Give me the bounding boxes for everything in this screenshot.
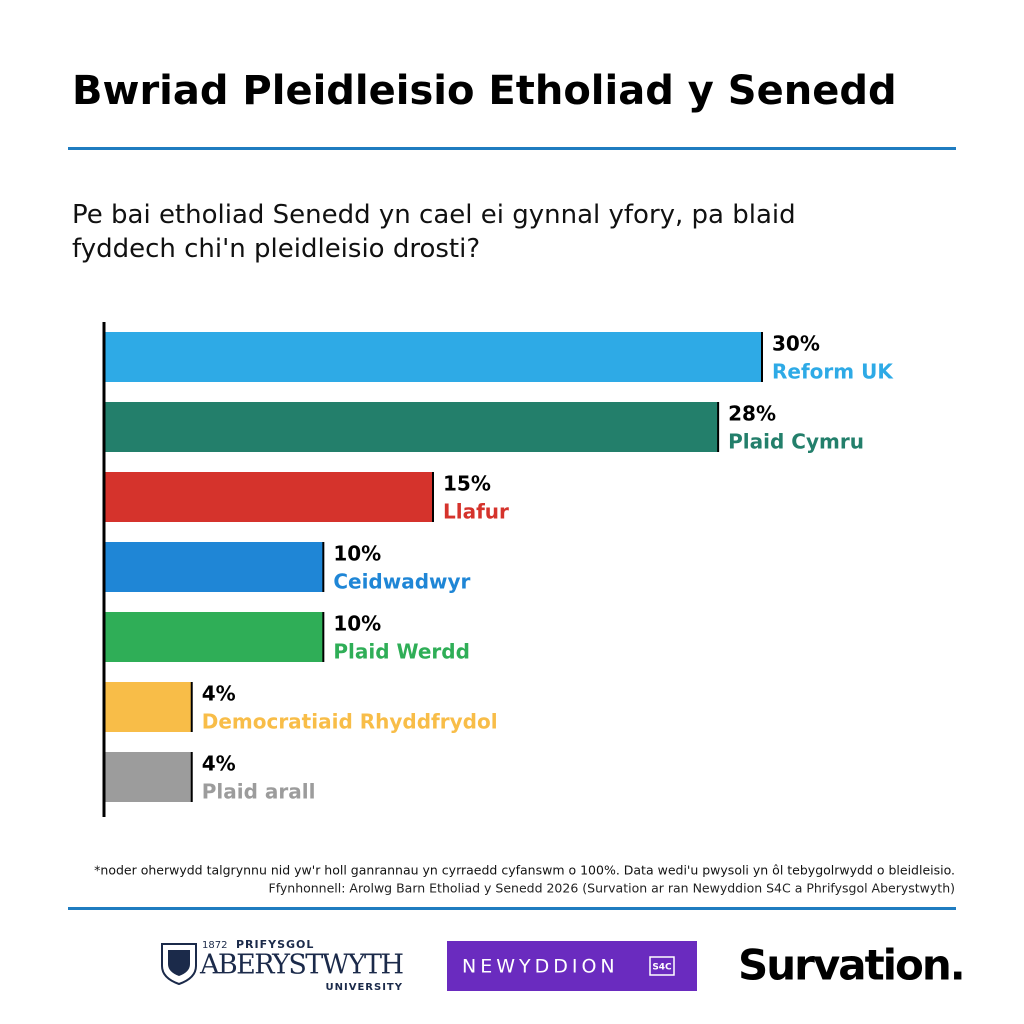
bar (105, 332, 762, 382)
value-label: 10% (333, 612, 381, 636)
bar (105, 612, 324, 662)
newyddion-logo: NEWYDDION S4C (447, 941, 697, 991)
value-label: 4% (202, 752, 236, 776)
category-label: Plaid arall (202, 780, 316, 804)
category-label: Llafur (443, 500, 509, 524)
aberystwyth-logo: 1872 PRIFYSGOL ABERYSTWYTH UNIVERSITY (161, 938, 404, 993)
category-label: Reform UK (772, 360, 894, 384)
chart-subtitle: Pe bai etholiad Senedd yn cael ei gynnal… (72, 200, 796, 264)
logo-box (649, 956, 675, 976)
value-label: 10% (333, 542, 381, 566)
category-label: Plaid Werdd (333, 640, 470, 664)
logo-box (447, 941, 697, 991)
logo-text: 1872 (202, 940, 227, 951)
bar (105, 472, 433, 522)
bar (105, 682, 192, 732)
footnote: *noder oherwydd talgrynnu nid yw'r holl … (94, 863, 955, 878)
logo-text: PRIFYSGOL (236, 938, 314, 951)
category-label: Plaid Cymru (728, 430, 864, 454)
chart-title: Bwriad Pleidleisio Etholiad y Senedd (72, 68, 897, 114)
value-label: 28% (728, 402, 776, 426)
bar (105, 542, 324, 592)
divider (68, 147, 956, 150)
crest-inner (168, 950, 190, 976)
value-label: 15% (443, 472, 491, 496)
source: Ffynhonnell: Arolwg Barn Etholiad y Sene… (269, 881, 956, 896)
divider (68, 907, 956, 910)
logo-text: S4C (652, 963, 672, 973)
value-label: 30% (772, 332, 820, 356)
value-label: 4% (202, 682, 236, 706)
logo-text: ABERYSTWYTH (199, 950, 404, 981)
category-label: Ceidwadwyr (333, 570, 470, 594)
category-label: Democratiaid Rhyddfrydol (202, 710, 498, 734)
logo-text: UNIVERSITY (326, 982, 403, 993)
survation-logo: Survation. (738, 941, 964, 990)
bar (105, 402, 719, 452)
bar (105, 752, 192, 802)
logo-text: NEWYDDION (462, 956, 619, 978)
